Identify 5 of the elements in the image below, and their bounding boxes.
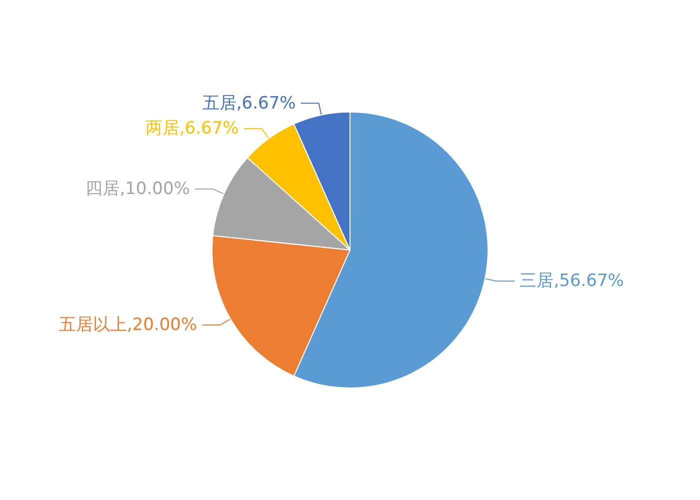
slice-label: 五居,6.67% bbox=[202, 93, 296, 114]
slice-label: 五居以上,20.00% bbox=[58, 315, 198, 336]
slice-label: 两居,6.67% bbox=[145, 118, 239, 139]
slice-label: 三居,56.67% bbox=[520, 271, 624, 292]
slice-label: 四居,10.00% bbox=[86, 179, 190, 200]
